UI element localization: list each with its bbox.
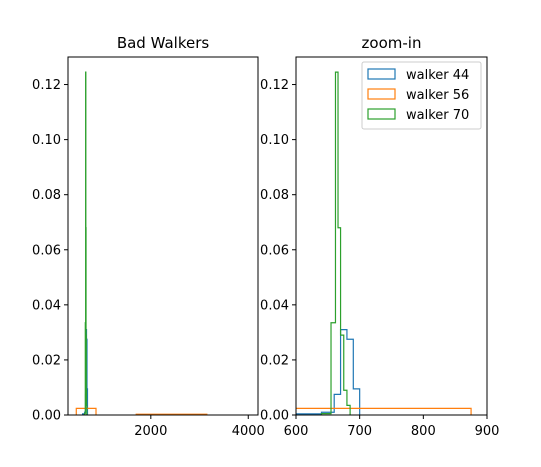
legend-entry: walker 44	[406, 68, 469, 83]
legend-swatch	[367, 68, 396, 80]
y-tick-label: 0.00	[260, 409, 289, 424]
y-tick-label: 0.06	[32, 243, 61, 258]
series-walker-70	[83, 71, 88, 415]
legend-swatch	[367, 108, 396, 120]
legend-entry: walker 56	[406, 88, 469, 103]
y-tick-label: 0.12	[32, 78, 61, 93]
y-tick-label: 0.08	[32, 188, 61, 203]
legend-entry: walker 70	[406, 108, 469, 123]
x-tick-label: 600	[284, 424, 309, 439]
plot-frame	[295, 56, 488, 416]
plot-frame	[67, 56, 259, 416]
x-tick-label: 700	[347, 424, 372, 439]
legend-swatch	[367, 88, 396, 100]
y-tick-label: 0.04	[32, 298, 61, 313]
x-tick-label: 800	[411, 424, 436, 439]
x-tick-label: 900	[475, 424, 500, 439]
y-tick-label: 0.10	[32, 133, 61, 148]
series-walker-70	[320, 71, 351, 415]
series-group	[296, 71, 472, 415]
legend: walker 44 walker 56 walker 70	[361, 61, 482, 130]
series-walker-56	[296, 407, 472, 415]
y-tick-label: 0.12	[260, 78, 289, 93]
chart-title: Bad Walkers	[117, 34, 210, 52]
y-tick-label: 0.02	[32, 353, 61, 368]
chart-title: zoom-in	[362, 34, 422, 52]
y-tick-label: 0.06	[260, 243, 289, 258]
left-chart-bad-walkers: 2000 4000 0.00 0.02 0.04 0.06 0.08 0.10 0.12 Bad …	[32, 34, 265, 439]
right-chart-zoom-in: 600 700 800 900 0.00 0.02 0.04 0.06 0.08 0.10 0.12…	[260, 34, 500, 439]
x-tick-label: 2000	[134, 424, 167, 439]
x-tick-label: 4000	[232, 424, 265, 439]
y-tick-label: 0.02	[260, 353, 289, 368]
y-tick-label: 0.10	[260, 133, 289, 148]
y-tick-label: 0.00	[32, 409, 61, 424]
y-tick-label: 0.08	[260, 188, 289, 203]
y-tick-label: 0.04	[260, 298, 289, 313]
